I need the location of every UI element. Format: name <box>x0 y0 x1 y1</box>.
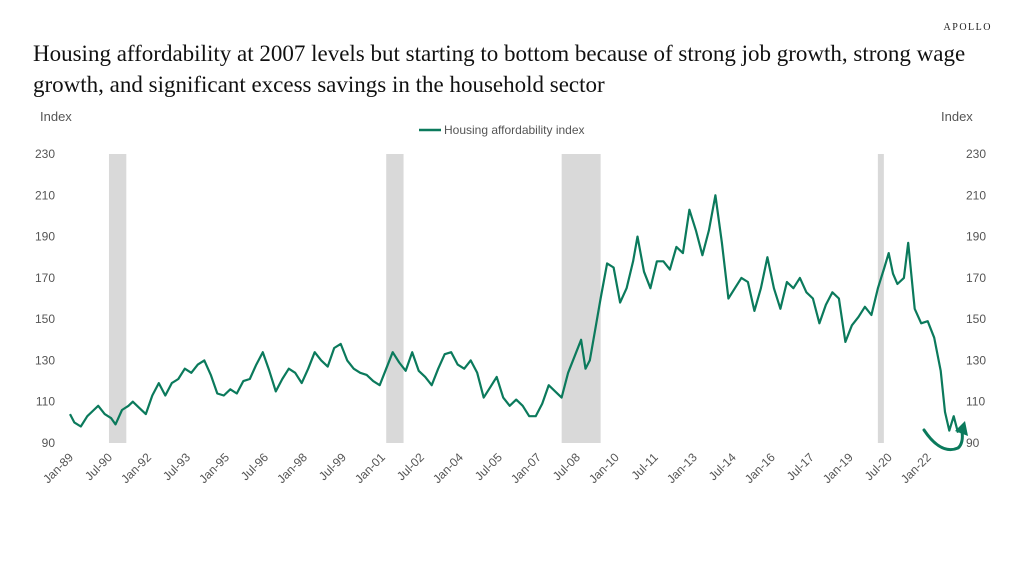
x-tick-Jan-22: Jan-22 <box>898 450 934 486</box>
bottoming-arrow-annotation <box>922 421 968 451</box>
x-tick-Jul-90: Jul-90 <box>82 450 115 483</box>
x-tick-Jan-95: Jan-95 <box>196 450 232 486</box>
y-tick-right-150: 150 <box>966 312 986 326</box>
y-tick-left-110: 110 <box>36 395 55 409</box>
y-axis-label-left: Index <box>40 109 72 124</box>
y-axis-label-right: Index <box>941 109 973 124</box>
y-tick-right-110: 110 <box>966 395 985 409</box>
annotation-arrow-head <box>955 421 968 436</box>
y-tick-right-210: 210 <box>966 188 986 202</box>
x-ticks: Jan-89 Jul-90 Jan-92 Jul-93 Jan-95 Jul-96 Jan-… <box>40 450 934 486</box>
chart-title: Housing affordability at 2007 levels but… <box>33 41 966 97</box>
x-tick-Jan-01: Jan-01 <box>352 450 388 486</box>
x-tick-Jul-08: Jul-08 <box>550 450 583 483</box>
y-tick-left-90: 90 <box>42 436 56 450</box>
x-tick-Jul-99: Jul-99 <box>316 450 349 483</box>
legend-label: Housing affordability index <box>444 123 585 137</box>
y-tick-left-150: 150 <box>35 312 55 326</box>
y-tick-left-130: 130 <box>35 353 55 367</box>
y-tick-right-170: 170 <box>966 271 986 285</box>
legend: Housing affordability index <box>419 123 585 137</box>
x-tick-Jan-89: Jan-89 <box>40 450 76 486</box>
recession-shading-group <box>108 154 884 443</box>
x-tick-Jul-14: Jul-14 <box>706 450 739 483</box>
x-tick-Jul-05: Jul-05 <box>472 450 505 483</box>
y-tick-right-230: 230 <box>966 147 986 161</box>
series-group <box>69 194 960 433</box>
x-tick-Jan-19: Jan-19 <box>820 450 856 486</box>
x-tick-Jul-17: Jul-17 <box>784 450 817 483</box>
x-tick-Jul-96: Jul-96 <box>238 450 271 483</box>
annotation-arrow-curve <box>922 428 964 451</box>
y-tick-left-190: 190 <box>35 230 55 244</box>
y-tick-left-170: 170 <box>35 271 55 285</box>
series-line-1 <box>69 194 960 433</box>
recession-band-2 <box>386 154 404 443</box>
y-ticks-left: 90 110 130 150 170 190 210 230 <box>35 147 55 450</box>
x-tick-Jul-20: Jul-20 <box>862 450 895 483</box>
recession-band-3 <box>561 154 601 443</box>
x-tick-Jan-07: Jan-07 <box>508 450 544 486</box>
y-tick-right-190: 190 <box>966 230 986 244</box>
x-tick-Jan-10: Jan-10 <box>586 450 622 486</box>
x-tick-Jan-04: Jan-04 <box>430 450 466 486</box>
x-tick-Jan-16: Jan-16 <box>742 450 778 486</box>
y-tick-right-130: 130 <box>966 353 986 367</box>
recession-band-4 <box>877 154 884 443</box>
y-tick-left-230: 230 <box>35 147 55 161</box>
y-ticks-right: 90 110 130 150 170 190 210 230 <box>966 147 986 450</box>
x-tick-Jul-93: Jul-93 <box>160 450 193 483</box>
x-tick-Jan-98: Jan-98 <box>274 450 310 486</box>
y-tick-right-90: 90 <box>966 436 980 450</box>
recession-band-1 <box>108 154 127 443</box>
x-tick-Jan-92: Jan-92 <box>118 450 154 486</box>
brand-logo: APOLLO <box>943 22 992 33</box>
x-tick-Jan-13: Jan-13 <box>664 450 700 486</box>
y-tick-left-210: 210 <box>35 188 55 202</box>
x-tick-Jul-11: Jul-11 <box>629 450 662 483</box>
x-tick-Jul-02: Jul-02 <box>394 450 427 483</box>
